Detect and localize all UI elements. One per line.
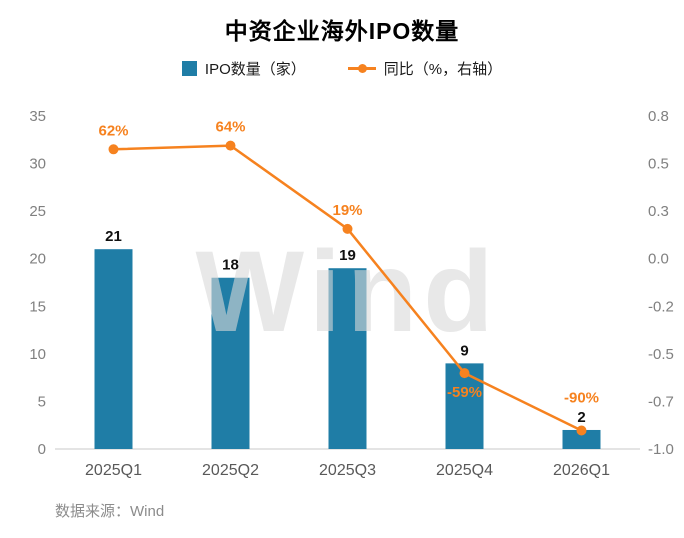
yoy-pct-label: -90% bbox=[564, 390, 599, 407]
left-axis-tick-label: 30 bbox=[29, 156, 46, 173]
yoy-point bbox=[576, 425, 587, 436]
chart-legend: IPO数量（家） 同比（%，右轴） bbox=[0, 58, 684, 79]
legend-item-yoy: 同比（%，右轴） bbox=[347, 58, 503, 79]
left-axis-tick-label: 15 bbox=[29, 298, 46, 315]
ipo-count-bar bbox=[562, 429, 601, 449]
yoy-pct-label: 19% bbox=[332, 202, 362, 219]
left-axis-tick-label: 5 bbox=[38, 393, 46, 410]
line-series-marker-icon bbox=[347, 64, 376, 73]
wind-watermark: Wind bbox=[196, 228, 500, 356]
chart-title: 中资企业海外IPO数量 bbox=[224, 18, 460, 44]
x-axis-label: 2025Q1 bbox=[85, 462, 142, 479]
yoy-point bbox=[225, 140, 236, 151]
bar-value-label: 19 bbox=[339, 247, 356, 264]
right-axis-tick-label: 0.0 bbox=[648, 251, 669, 268]
chart-area: 35 30 25 20 15 10 5 0 0.8 0.5 0.3 0.0 -0.2 -0.5 -0.7 -1… bbox=[0, 89, 684, 494]
left-axis-tick-label: 35 bbox=[29, 108, 46, 125]
bar-series-swatch-icon bbox=[181, 61, 197, 76]
ipo-count-bar bbox=[94, 249, 133, 449]
right-axis-tick-label: 0.8 bbox=[648, 108, 669, 125]
yoy-pct-label: -59% bbox=[447, 384, 482, 401]
bar-value-label: 21 bbox=[105, 228, 122, 245]
right-axis-tick-label: -1.0 bbox=[648, 441, 674, 458]
x-axis-label: 2026Q1 bbox=[553, 462, 610, 479]
yoy-pct-label: 64% bbox=[215, 119, 245, 136]
x-axis-label: 2025Q3 bbox=[319, 462, 376, 479]
right-axis-tick-label: 0.5 bbox=[648, 156, 669, 173]
yoy-point bbox=[459, 368, 470, 379]
right-axis-tick-label: -0.7 bbox=[648, 393, 674, 410]
x-axis-label: 2025Q4 bbox=[436, 462, 493, 479]
right-axis-tick-label: -0.2 bbox=[648, 298, 674, 315]
yoy-pct-label: 62% bbox=[98, 122, 128, 139]
bar-value-label: 18 bbox=[222, 257, 239, 274]
bar-value-label: 9 bbox=[460, 342, 468, 359]
left-axis-tick-label: 25 bbox=[29, 203, 46, 220]
ipo-chart-svg: 35 30 25 20 15 10 5 0 0.8 0.5 0.3 0.0 -0.2 -0.5 -0.7 -1… bbox=[29, 108, 674, 479]
yoy-point bbox=[108, 144, 119, 155]
legend-bar-label: IPO数量（家） bbox=[204, 61, 306, 78]
left-axis-tick-label: 10 bbox=[29, 346, 46, 363]
bar-value-label: 2 bbox=[577, 409, 585, 426]
ipo-count-bar bbox=[211, 277, 250, 449]
data-source-note: 数据来源：Wind bbox=[55, 503, 165, 520]
legend-line-label: 同比（%，右轴） bbox=[383, 61, 503, 78]
right-axis-tick-label: 0.3 bbox=[648, 203, 669, 220]
ipo-count-bar bbox=[328, 268, 367, 449]
yoy-point bbox=[342, 223, 353, 234]
left-axis-tick-label: 20 bbox=[29, 251, 46, 268]
right-axis-tick-label: -0.5 bbox=[648, 346, 674, 363]
legend-item-ipo-count: IPO数量（家） bbox=[181, 58, 306, 79]
x-axis-label: 2025Q2 bbox=[202, 462, 259, 479]
left-axis-tick-label: 0 bbox=[38, 441, 46, 458]
